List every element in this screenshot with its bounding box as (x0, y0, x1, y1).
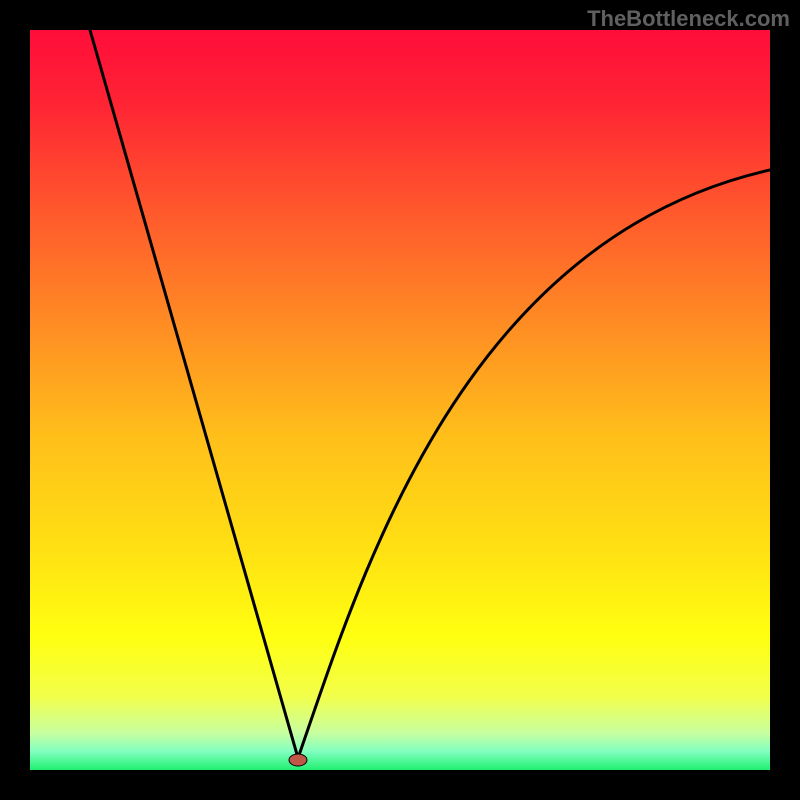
plot-area (30, 30, 770, 770)
watermark-text: TheBottleneck.com (587, 6, 790, 32)
gradient-background (30, 30, 770, 770)
vertex-marker (289, 754, 307, 766)
bottleneck-chart-svg (30, 30, 770, 770)
chart-frame: TheBottleneck.com (0, 0, 800, 800)
